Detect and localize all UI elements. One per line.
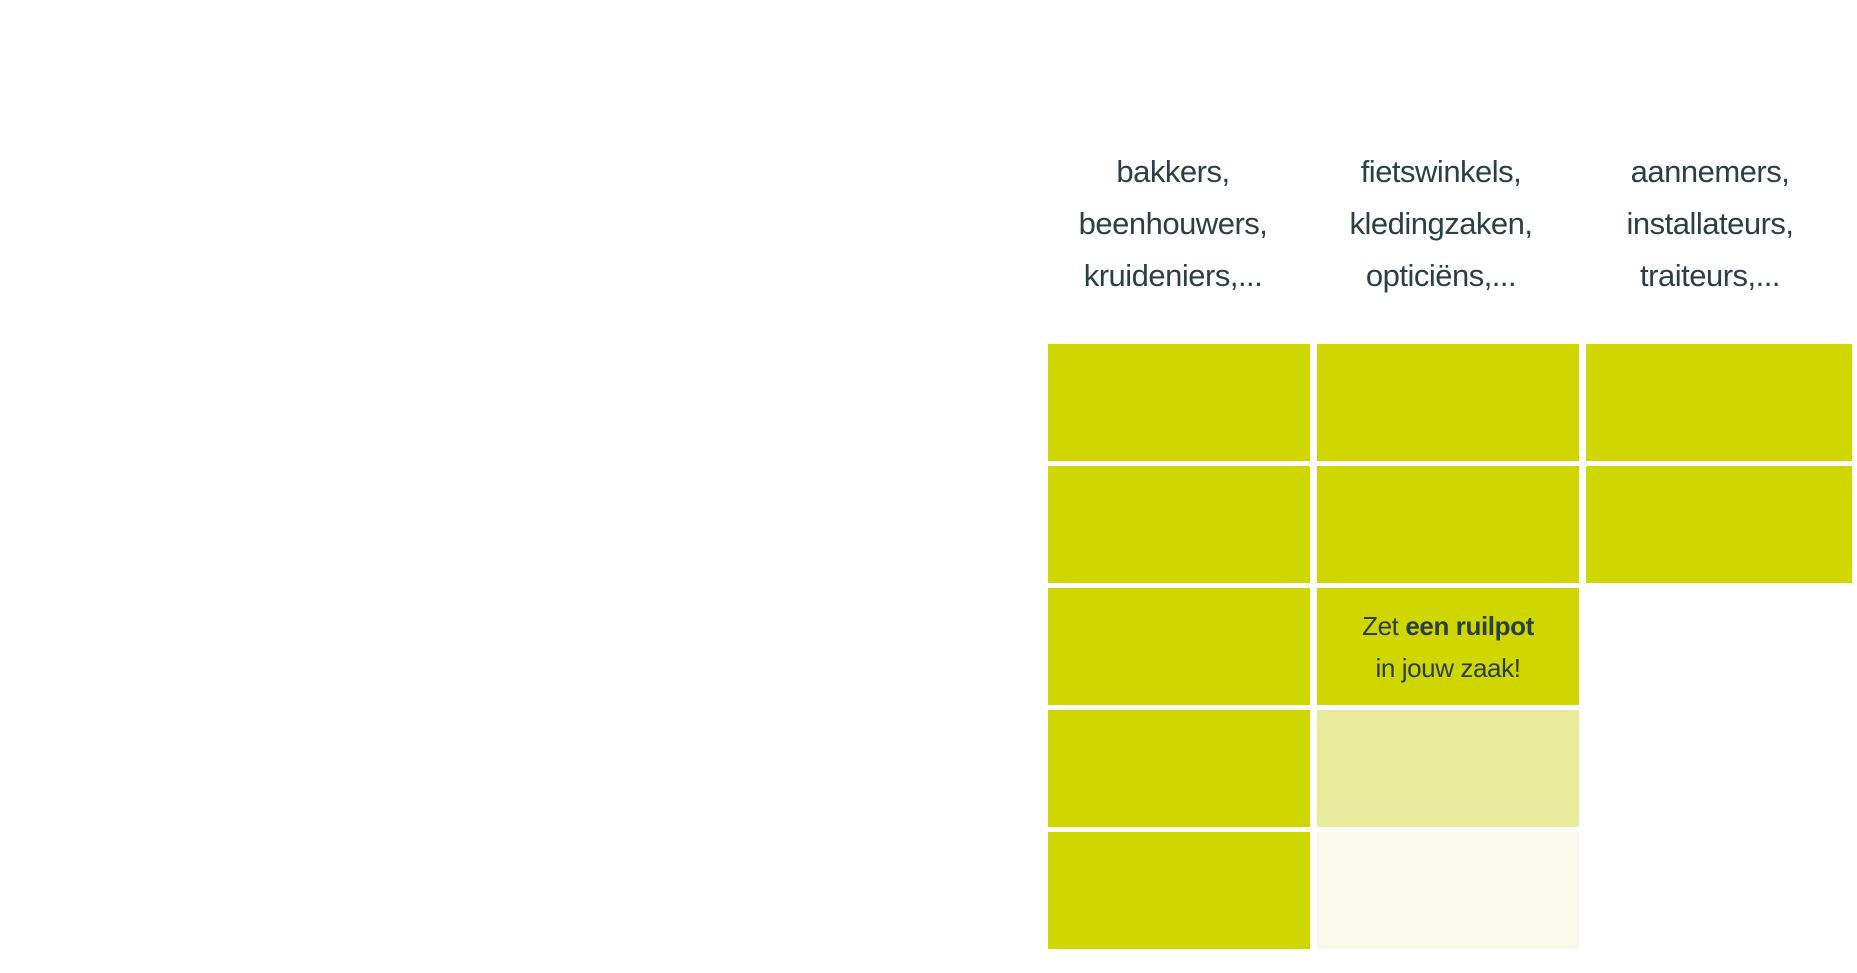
block-column-3: [1586, 344, 1852, 461]
column-header-food-shops: bakkers, beenhouwers, kruideniers,...: [1058, 146, 1288, 302]
block-column-2: [1317, 466, 1579, 583]
block-column-1: [1048, 344, 1310, 461]
column-header-retail-shops: fietswinkels, kledingzaken, opticiëns,..…: [1326, 146, 1556, 302]
header-line: opticiëns,...: [1365, 258, 1517, 293]
promo-prefix: Zet: [1362, 610, 1406, 641]
block-column-1: [1048, 710, 1310, 827]
promo-line-1: Zet een ruilpot: [1362, 605, 1534, 647]
block-column-1: [1048, 588, 1310, 705]
header-line: kruideniers,...: [1083, 258, 1263, 293]
block-column-2-light: [1317, 710, 1579, 827]
block-column-2: [1317, 344, 1579, 461]
header-line: installateurs,: [1626, 206, 1794, 241]
block-column-1: [1048, 466, 1310, 583]
header-line: aannemers,: [1630, 154, 1790, 189]
promo-line-2: in jouw zaak!: [1375, 652, 1521, 683]
promo-block: Zet een ruilpot in jouw zaak!: [1317, 588, 1579, 705]
header-line: beenhouwers,: [1078, 206, 1268, 241]
block-column-1: [1048, 832, 1310, 949]
header-line: fietswinkels,: [1360, 154, 1522, 189]
block-column-3: [1586, 466, 1852, 583]
column-header-contractors: aannemers, installateurs, traiteurs,...: [1595, 146, 1825, 302]
header-line: traiteurs,...: [1640, 258, 1780, 293]
promo-bold: een ruilpot: [1405, 610, 1534, 641]
header-line: bakkers,: [1116, 154, 1230, 189]
header-line: kledingzaken,: [1349, 206, 1533, 241]
block-column-2-faint: [1317, 832, 1579, 949]
